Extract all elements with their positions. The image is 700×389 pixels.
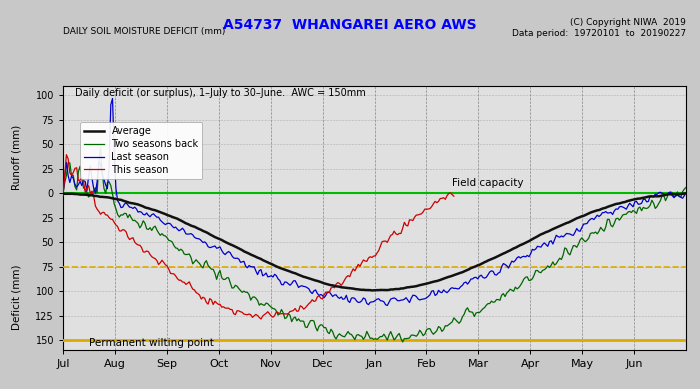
Legend: Average, Two seasons back, Last season, This season: Average, Two seasons back, Last season, … [80,122,202,179]
Text: Deficit (mm): Deficit (mm) [11,265,21,330]
Text: (C) Copyright NIWA  2019: (C) Copyright NIWA 2019 [570,18,686,26]
Text: Runoff (mm): Runoff (mm) [11,124,21,189]
Text: A54737  WHANGAREI AERO AWS: A54737 WHANGAREI AERO AWS [223,18,477,32]
Text: Permanent wilting point: Permanent wilting point [89,338,214,348]
Text: Data period:  19720101  to  20190227: Data period: 19720101 to 20190227 [512,29,686,38]
Text: Field capacity: Field capacity [452,177,524,187]
Text: DAILY SOIL MOISTURE DEFICIT (mm): DAILY SOIL MOISTURE DEFICIT (mm) [63,27,225,36]
Text: Daily deficit (or surplus), 1–July to 30–June.  AWC = 150mm: Daily deficit (or surplus), 1–July to 30… [76,88,366,98]
